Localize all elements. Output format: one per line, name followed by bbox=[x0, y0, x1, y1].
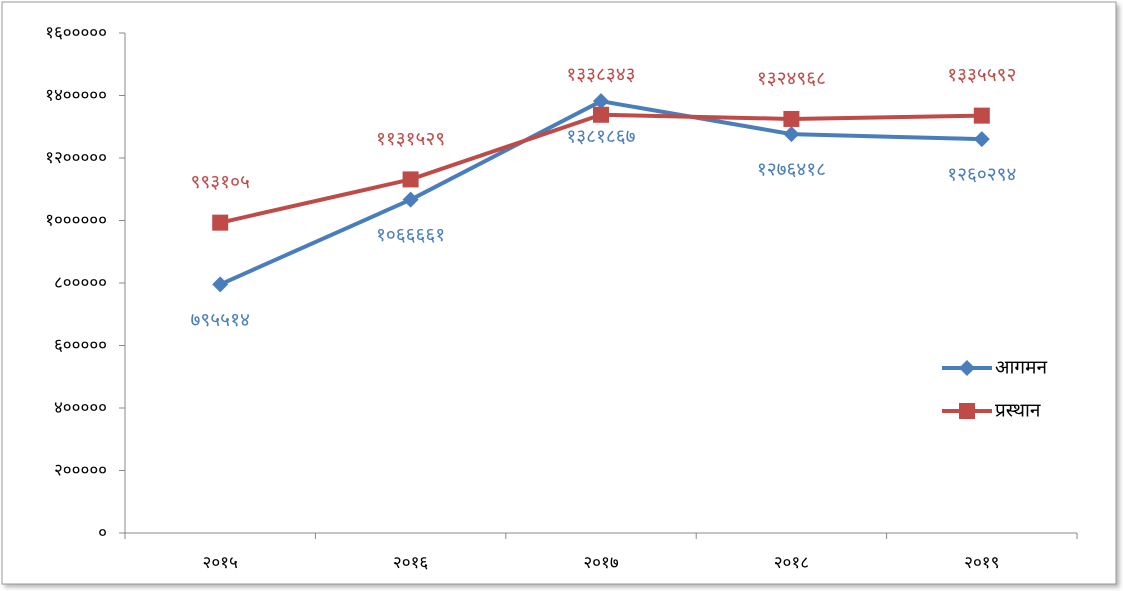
x-tick-label: २०१६ bbox=[393, 553, 429, 573]
y-tick-label: १४००००० bbox=[45, 86, 107, 106]
data-label: १२६०२९४ bbox=[947, 164, 1016, 186]
x-tick-label: २०१९ bbox=[964, 553, 999, 573]
marker bbox=[973, 131, 990, 148]
y-tick-label: १६००००० bbox=[45, 23, 107, 43]
legend-label: प्रस्थान bbox=[995, 400, 1041, 422]
marker bbox=[593, 93, 609, 110]
marker bbox=[959, 403, 975, 419]
marker bbox=[783, 110, 800, 127]
x-tick-label: २०१५ bbox=[203, 553, 238, 573]
x-tick-label: २०१७ bbox=[583, 553, 619, 573]
y-tick-label: ० bbox=[98, 523, 107, 543]
y-tick-label: ८००००० bbox=[54, 273, 107, 293]
marker bbox=[959, 360, 975, 376]
marker bbox=[402, 171, 419, 188]
data-label: ११३१५२९ bbox=[376, 128, 445, 150]
data-label: १०६६६६१ bbox=[376, 224, 445, 246]
marker bbox=[212, 214, 229, 231]
marker bbox=[212, 276, 229, 293]
data-label: १२७६४१८ bbox=[757, 159, 826, 181]
marker bbox=[783, 126, 800, 143]
y-tick-label: २००००० bbox=[54, 461, 107, 481]
data-label: ७९५५१४ bbox=[191, 309, 250, 331]
y-tick-label: ६००००० bbox=[54, 336, 107, 356]
y-tick-label: ४००००० bbox=[54, 398, 107, 418]
y-tick-label: १०००००० bbox=[45, 211, 107, 231]
data-label: ९९३१०५ bbox=[191, 171, 250, 193]
data-label: १३३८३४३ bbox=[566, 63, 635, 85]
marker bbox=[973, 107, 990, 124]
legend-label: आगमन bbox=[995, 357, 1047, 379]
data-label: १३८१८६७ bbox=[566, 126, 635, 148]
marker bbox=[402, 191, 419, 208]
marker bbox=[593, 106, 609, 123]
x-tick-label: २०१८ bbox=[774, 553, 809, 573]
data-label: १३२४९६८ bbox=[757, 67, 826, 89]
y-tick-label: १२००००० bbox=[45, 148, 107, 168]
data-label: १३३५५९२ bbox=[947, 64, 1016, 86]
